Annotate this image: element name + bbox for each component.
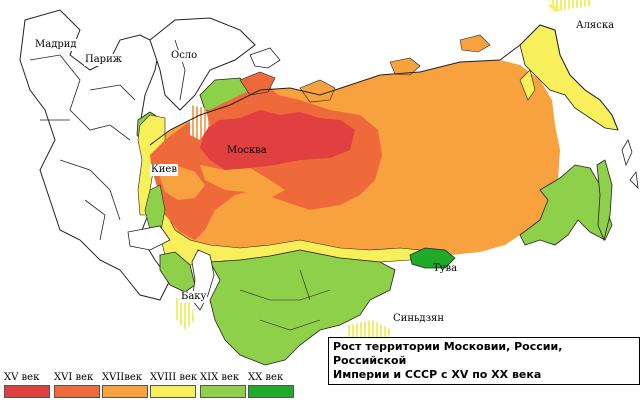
city-label-kiev: Киев — [150, 164, 178, 176]
legend-label: XVIIвек — [102, 372, 143, 383]
legend-label: XX век — [248, 372, 284, 383]
region-19th-central-asia — [209, 249, 396, 366]
swatch-19th-century-icon — [200, 385, 246, 398]
legend-item-20th: XX век — [246, 372, 296, 400]
city-label-sinkiang: Синьдзян — [392, 313, 446, 325]
caption-line-2: Империи и СССР с XV по XX века — [333, 368, 542, 381]
legend-item-15th: XV век — [2, 372, 52, 400]
map-caption: Рост территории Московии, России, Россий… — [328, 337, 640, 385]
legend-item-17th: XVIIвек — [100, 372, 150, 400]
caption-line-1: Рост территории Московии, России, Россий… — [333, 340, 563, 367]
legend-item-18th: XVIII век — [148, 372, 198, 400]
black-sea — [127, 225, 171, 251]
legend-item-16th: XVI век — [52, 372, 102, 400]
city-label-paris: Париж — [84, 54, 123, 66]
legend-label: XIX век — [200, 372, 240, 383]
swatch-17th-century-icon — [102, 385, 148, 398]
city-label-oslo: Осло — [170, 50, 199, 62]
legend-label: XVIII век — [150, 372, 198, 383]
city-label-alaska: Аляска — [575, 20, 616, 32]
city-label-tuva: Тува — [433, 263, 458, 274]
city-label-moscow: Москва — [227, 145, 267, 156]
hatched-alaska — [548, 0, 592, 10]
swatch-18th-century-icon — [150, 385, 196, 398]
swatch-20th-century-icon — [248, 385, 294, 398]
swatch-16th-century-icon — [54, 385, 100, 398]
scandinavia — [149, 17, 256, 111]
legend-label: XV век — [4, 372, 40, 383]
region-15th-century — [200, 110, 355, 170]
hatched-persia — [175, 298, 195, 330]
region-20th-tuva — [409, 247, 456, 269]
city-label-baku: Баку — [180, 291, 208, 303]
region-19th-far-east — [519, 164, 613, 246]
legend-label: XVI век — [54, 372, 94, 383]
legend-item-19th: XIX век — [198, 372, 248, 400]
city-label-madrid: Мадрид — [34, 39, 78, 51]
swatch-15th-century-icon — [4, 385, 50, 398]
